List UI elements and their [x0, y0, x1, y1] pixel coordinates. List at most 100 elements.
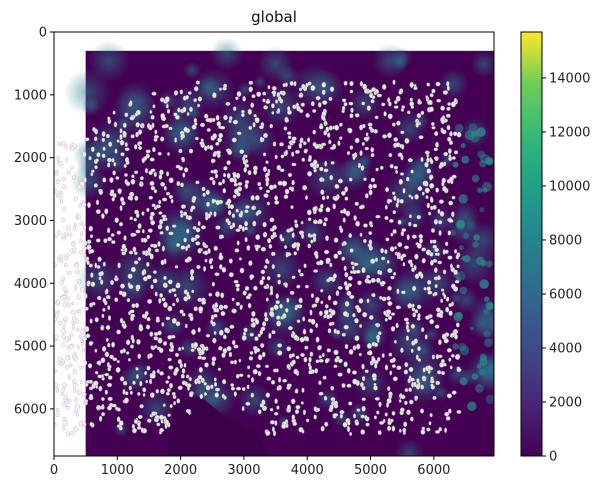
cell	[291, 414, 296, 420]
cell	[375, 214, 381, 219]
cell	[173, 401, 177, 406]
cell	[130, 178, 136, 185]
cell	[328, 96, 333, 101]
cell	[436, 98, 442, 103]
cell	[159, 231, 164, 235]
cell	[252, 220, 257, 227]
cell	[400, 108, 404, 112]
cell	[122, 130, 127, 137]
cell	[210, 158, 215, 164]
cell	[136, 339, 141, 345]
cell	[291, 353, 295, 358]
cell	[453, 269, 458, 275]
cell	[124, 391, 129, 396]
cell	[229, 204, 235, 210]
cell	[302, 409, 306, 415]
cell	[76, 328, 80, 332]
cell	[105, 288, 109, 295]
cell	[440, 288, 445, 292]
cell	[328, 139, 332, 145]
cell	[228, 272, 234, 278]
glow-spot	[177, 336, 201, 359]
cell	[356, 408, 361, 412]
cell	[162, 217, 167, 222]
cell	[218, 304, 224, 311]
cell	[95, 384, 99, 389]
cell	[326, 348, 331, 353]
cell	[330, 161, 335, 165]
cell	[371, 357, 376, 363]
cell	[141, 211, 145, 216]
cell	[291, 151, 295, 157]
cell	[265, 172, 271, 177]
cell	[223, 166, 228, 171]
cell	[228, 115, 233, 121]
glow-spot	[171, 176, 201, 206]
cell	[54, 334, 59, 340]
cell	[116, 139, 120, 143]
cell	[180, 156, 185, 161]
cell	[362, 376, 366, 382]
cell	[370, 99, 375, 104]
glow-spot	[460, 143, 466, 148]
cell	[174, 367, 180, 373]
cell	[448, 303, 453, 308]
cell	[229, 177, 235, 183]
cell	[426, 286, 431, 292]
cell	[225, 101, 231, 106]
cell	[225, 201, 229, 206]
cell	[84, 399, 89, 403]
cell	[138, 182, 143, 187]
cell	[62, 417, 67, 422]
cell	[147, 298, 153, 304]
cell	[61, 334, 66, 340]
cell	[78, 238, 83, 244]
cell	[434, 252, 438, 256]
cell	[160, 113, 166, 120]
cell	[411, 307, 416, 312]
cell	[262, 152, 267, 157]
cell	[441, 333, 447, 340]
cell	[142, 392, 146, 397]
cell	[153, 345, 158, 349]
cell	[108, 141, 113, 148]
cell	[301, 233, 305, 239]
cell	[235, 283, 241, 288]
cell	[375, 277, 381, 284]
cell	[230, 360, 235, 365]
cell	[425, 315, 431, 320]
cell	[384, 249, 388, 254]
cell	[240, 210, 244, 217]
cell	[263, 105, 268, 110]
cell	[282, 312, 287, 319]
cell	[276, 164, 282, 171]
cell	[447, 255, 453, 260]
cell	[119, 128, 123, 134]
glow-spot	[471, 174, 480, 183]
cell	[378, 401, 382, 408]
cell	[300, 220, 304, 225]
cell	[112, 110, 116, 115]
cell	[193, 306, 198, 312]
cell	[223, 304, 229, 310]
cell	[302, 184, 308, 191]
cell	[274, 398, 278, 404]
cell	[353, 262, 359, 266]
cell	[260, 246, 267, 252]
cell	[93, 183, 98, 188]
cell	[359, 124, 364, 131]
cell	[284, 118, 290, 123]
cell	[157, 151, 162, 156]
cell	[147, 353, 151, 360]
cell	[290, 140, 296, 144]
cell	[335, 355, 340, 360]
cell	[124, 173, 128, 177]
cell	[213, 211, 217, 218]
cell	[265, 258, 269, 264]
glow-spot	[81, 96, 101, 116]
cell	[235, 287, 240, 292]
cell	[193, 117, 198, 123]
cell	[417, 358, 422, 362]
cell	[60, 342, 66, 348]
